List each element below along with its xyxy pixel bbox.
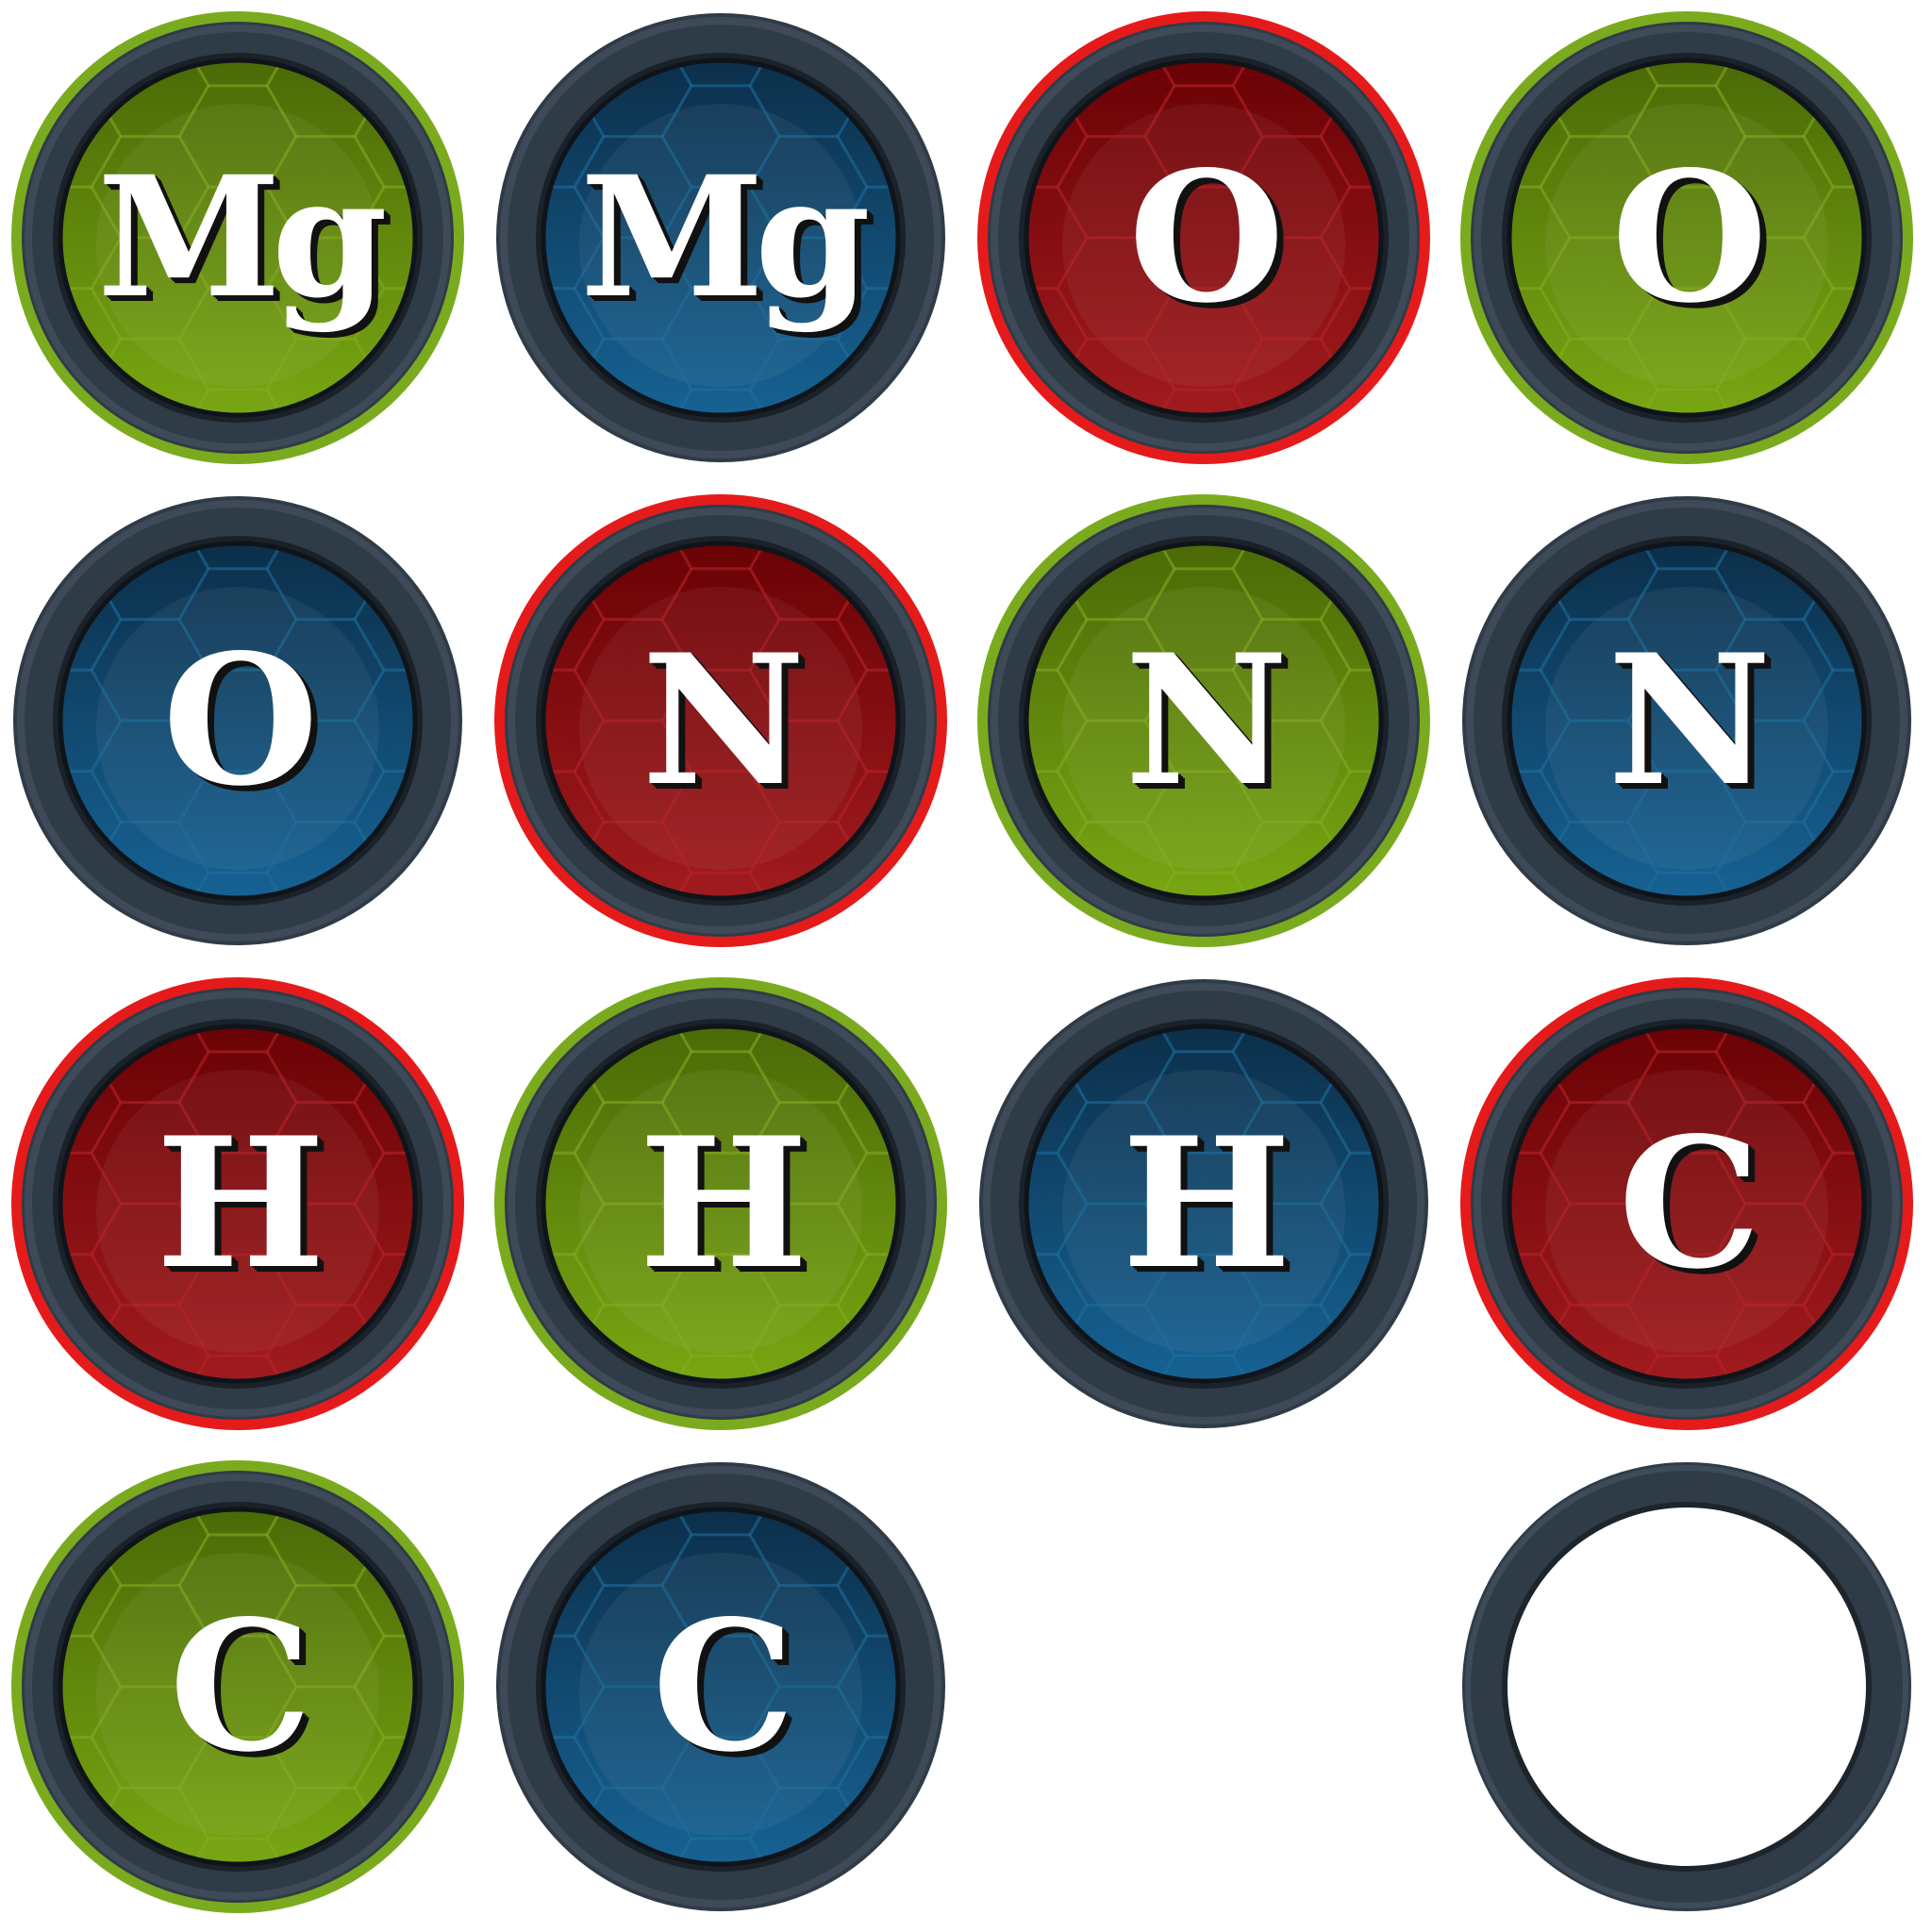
- tile-face-rim: [541, 541, 901, 901]
- element-tile-c-red[interactable]: C: [1460, 977, 1913, 1430]
- tile-face-sheen: [96, 104, 379, 387]
- tile-graphic: [496, 13, 945, 462]
- tile-graphic: [496, 1462, 945, 1911]
- element-tile-n-green[interactable]: N: [977, 494, 1430, 947]
- element-tile-c-blue[interactable]: C: [494, 1460, 947, 1913]
- tile-bezel-highlight: [991, 25, 1417, 451]
- tile-face: [1509, 1026, 1864, 1381]
- tile-face-sheen: [579, 1070, 862, 1353]
- tile-bezel-highlight: [17, 500, 458, 941]
- tile-face-sheen: [1545, 104, 1828, 387]
- tile-bezel-highlight: [500, 1466, 941, 1907]
- tile-face-sheen: [96, 587, 379, 870]
- element-tile-h-green[interactable]: H: [494, 977, 947, 1430]
- tile-face-sheen: [579, 104, 862, 387]
- tile-face-rim: [1507, 58, 1867, 418]
- tile-graphic: [979, 979, 1428, 1428]
- tile-bezel-highlight: [500, 17, 941, 458]
- tile-graphic: [11, 977, 464, 1430]
- empty-slot-graphic: [1462, 1462, 1911, 1911]
- tile-face-rim: [541, 58, 901, 418]
- tile-face: [1509, 543, 1864, 898]
- element-tile-c-green[interactable]: C: [11, 1460, 464, 1913]
- element-tile-o-blue[interactable]: O: [11, 494, 464, 947]
- tile-face: [60, 1026, 415, 1381]
- element-tile-n-blue[interactable]: N: [1460, 494, 1913, 947]
- tile-graphic: [1460, 977, 1913, 1430]
- hex-pattern: [1509, 60, 1864, 415]
- tile-face: [60, 60, 415, 415]
- tile-graphic: [977, 494, 1430, 947]
- tile-bezel-highlight: [991, 508, 1417, 934]
- tile-graphic: [1462, 496, 1911, 945]
- element-tile-h-red[interactable]: H: [11, 977, 464, 1430]
- tile-face-rim: [1024, 541, 1384, 901]
- tile-face-rim: [1507, 541, 1867, 901]
- tile-bezel-highlight: [508, 508, 934, 934]
- tile-face-sheen: [1062, 104, 1345, 387]
- tile-face-sheen: [1545, 1070, 1828, 1353]
- tile-face: [543, 1509, 898, 1864]
- tile-graphic: [11, 1460, 464, 1913]
- tile-face-rim: [1024, 1024, 1384, 1384]
- tile-face: [1509, 60, 1864, 415]
- tile-bezel-highlight: [1466, 500, 1907, 941]
- tile-bezel-highlight: [1474, 25, 1900, 451]
- tile-face-rim: [58, 541, 418, 901]
- tile-face-rim: [58, 58, 418, 418]
- tile-face-sheen: [579, 1553, 862, 1836]
- tile-face: [543, 543, 898, 898]
- tile-face: [60, 1509, 415, 1864]
- element-tile-h-blue[interactable]: H: [977, 977, 1430, 1430]
- tile-face-rim: [58, 1507, 418, 1867]
- tile-face-sheen: [96, 1070, 379, 1353]
- element-tile-mg-blue[interactable]: Mg: [494, 11, 947, 464]
- tile-face-rim: [1024, 58, 1384, 418]
- tile-graphic: [494, 977, 947, 1430]
- slot-rim-highlight: [1465, 1465, 1908, 1908]
- tile-graphic: [977, 11, 1430, 464]
- element-tile-o-red[interactable]: O: [977, 11, 1430, 464]
- tile-face-rim: [1507, 1024, 1867, 1384]
- tile-graphic: [11, 11, 464, 464]
- tile-face-rim: [541, 1507, 901, 1867]
- tile-face-sheen: [579, 587, 862, 870]
- hex-pattern: [543, 543, 898, 898]
- tile-bezel-highlight: [25, 25, 451, 451]
- slot-hole: [1502, 1502, 1872, 1872]
- tile-graphic: [494, 494, 947, 947]
- tile-face-rim: [58, 1024, 418, 1384]
- tile-graphic: [13, 496, 462, 945]
- tile-face-sheen: [1062, 1070, 1345, 1353]
- tile-face-rim: [541, 1024, 901, 1384]
- tile-bezel-highlight: [508, 991, 934, 1417]
- tile-face-sheen: [96, 1553, 379, 1836]
- tile-face: [1026, 60, 1381, 415]
- tile-face: [60, 543, 415, 898]
- tile-bezel-highlight: [25, 991, 451, 1417]
- tile-face-sheen: [1545, 587, 1828, 870]
- tile-face: [543, 1026, 898, 1381]
- element-tile-n-red[interactable]: N: [494, 494, 947, 947]
- tile-bezel-highlight: [1474, 991, 1900, 1417]
- tile-bezel-highlight: [25, 1474, 451, 1900]
- tile-face-sheen: [1062, 587, 1345, 870]
- tile-face: [1026, 543, 1381, 898]
- tile-face: [1026, 1026, 1381, 1381]
- tile-bezel-highlight: [983, 983, 1424, 1424]
- tile-face: [543, 60, 898, 415]
- element-tile-o-green[interactable]: O: [1460, 11, 1913, 464]
- empty-slot[interactable]: [1460, 1460, 1913, 1913]
- tile-graphic: [1460, 11, 1913, 464]
- element-tile-mg-green[interactable]: Mg: [11, 11, 464, 464]
